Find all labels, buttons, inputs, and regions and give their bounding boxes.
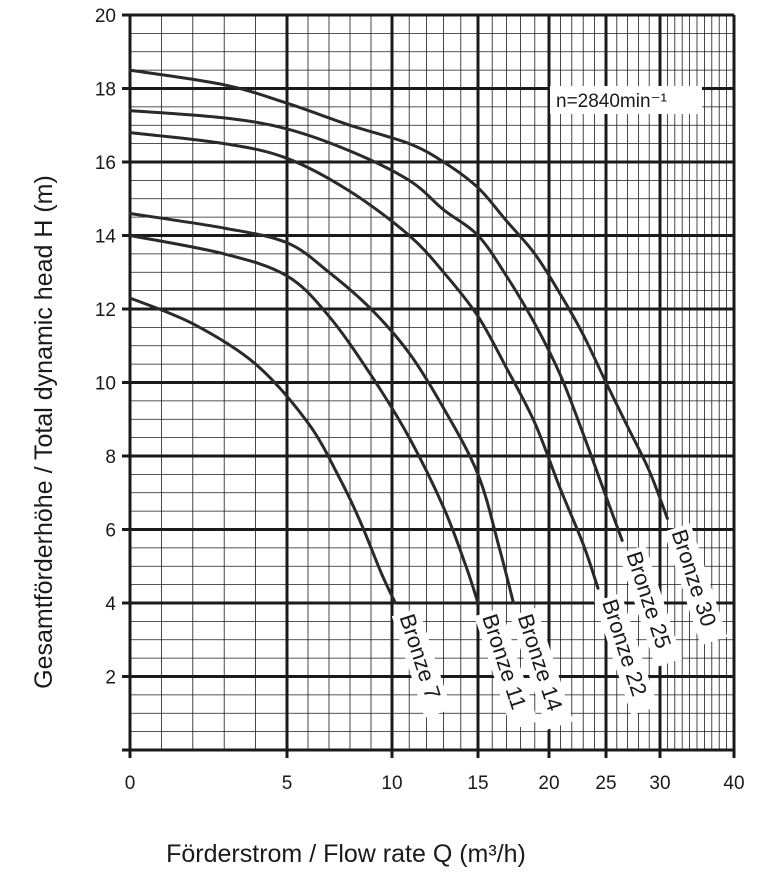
y-tick-label: 18 (95, 80, 116, 101)
curves (128, 68, 669, 605)
tick-labels: 2 4 6 8 10 12 14 16 18 20 0 5 10 15 20 25 30 40 (95, 6, 745, 794)
x-axis-title: Förderstrom / Flow rate Q (m³/h) (166, 840, 526, 868)
curve-label-bg (474, 607, 538, 730)
x-tick-label: 5 (282, 773, 293, 794)
curve-label-bg (391, 607, 452, 718)
curve-bronze-11 (128, 234, 480, 605)
curve-bronze-22 (128, 131, 600, 590)
y-axis-title: Gesamtförderhöhe / Total dynamic head H … (30, 175, 58, 689)
x-tick-label: 0 (125, 773, 136, 794)
y-tick-label: 8 (105, 447, 116, 468)
x-tick-label: 15 (467, 773, 488, 794)
curve-bronze-30 (128, 68, 669, 520)
curve-bronze-7 (128, 296, 397, 605)
curve-label-bg (509, 607, 574, 730)
y-tick-label: 6 (105, 521, 116, 542)
x-tick-label: 30 (649, 773, 670, 794)
annotation-bg (550, 86, 702, 114)
curve-label: Bronze 7 (395, 611, 446, 702)
y-tick-label: 20 (95, 6, 116, 27)
curve-bronze-14 (128, 212, 515, 605)
y-tick-label: 4 (105, 594, 116, 615)
y-tick-label: 14 (95, 227, 117, 248)
x-tick-label: 20 (538, 773, 559, 794)
x-tick-label: 10 (381, 773, 402, 794)
x-tick-label: 40 (723, 773, 744, 794)
curve-bronze-25 (128, 109, 624, 542)
y-tick-label: 16 (95, 153, 116, 174)
speed-annotation: n=2840min⁻¹ (556, 91, 667, 112)
y-tick-label: 12 (95, 300, 116, 321)
curve-label-bg (594, 592, 658, 716)
y-tick-label: 10 (95, 374, 116, 395)
y-tick-label: 2 (105, 668, 116, 689)
curve-label-bg (663, 523, 728, 646)
x-tick-label: 25 (595, 773, 616, 794)
curve-label-bg (618, 545, 683, 668)
curve-label-group: Bronze 7 (391, 607, 452, 718)
